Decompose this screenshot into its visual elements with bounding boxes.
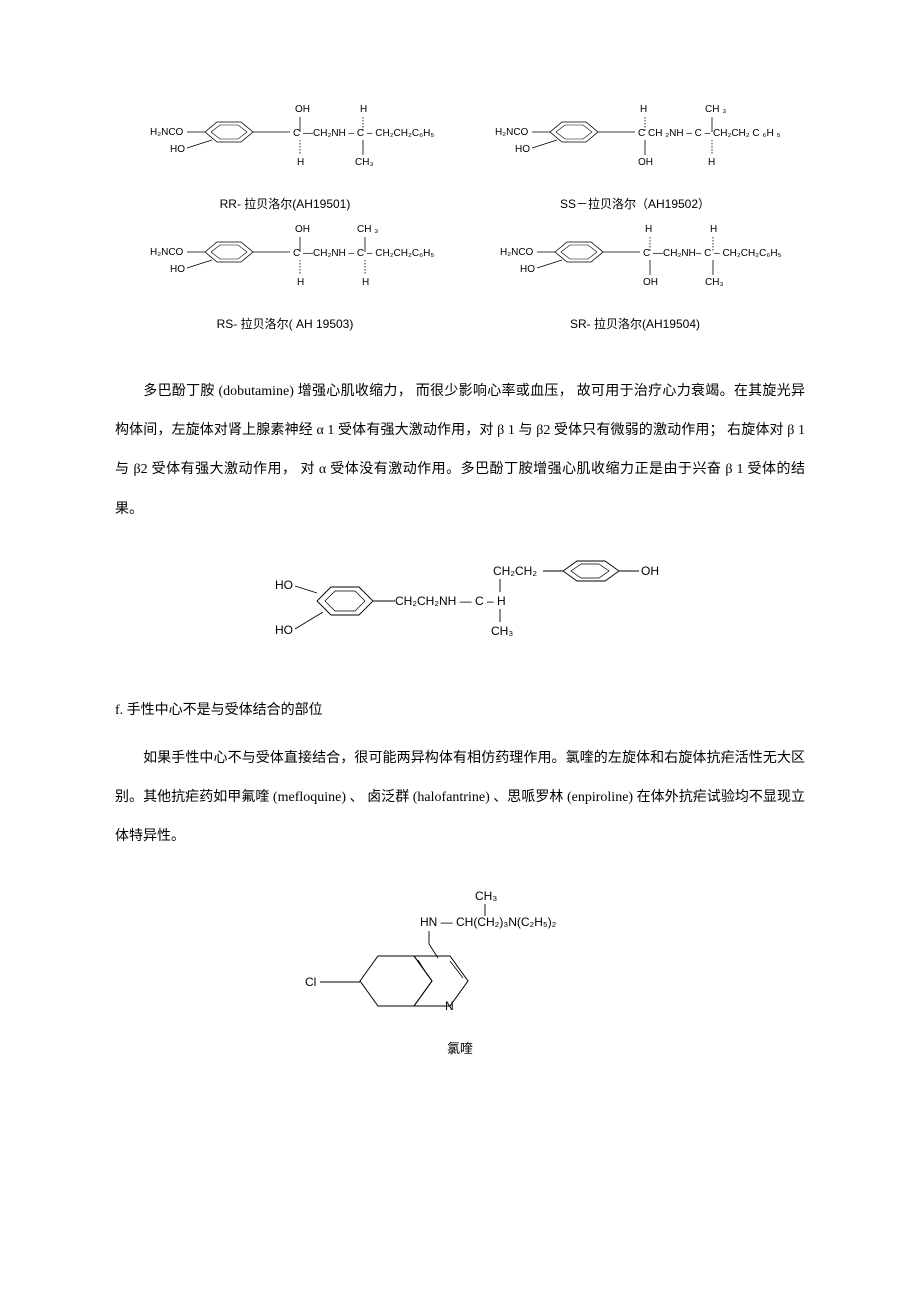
page-content: OH H H₂NCO C —CH₂NH – C – CH₂CH₂C₆H₅ HO … <box>0 0 920 1117</box>
svg-text:H₂NCO: H₂NCO <box>495 127 529 138</box>
svg-text:H: H <box>640 104 647 115</box>
svg-text:OH: OH <box>638 157 653 168</box>
svg-text:C CH ₂NH – C – CH₂CH₂ C ₆H: C CH ₂NH – C – CH₂CH₂ C ₆H ₅ <box>638 128 781 139</box>
svg-text:N: N <box>445 999 454 1013</box>
svg-text:HO: HO <box>520 264 535 275</box>
isomer-rs-structure: OH CH ₃ H₂NCO C —CH₂NH – C – CH₂CH₂C₆H₅ … <box>135 220 435 305</box>
svg-text:HN — CH(CH₂)₃N(C₂H₅)₂: HN — CH(CH₂)₃N(C₂H₅)₂ <box>420 915 557 929</box>
isomer-sr-structure: H H H₂NCO C —CH₂NH– C – CH₂CH₂C₆H₅ HO OH… <box>485 220 785 305</box>
svg-text:HO: HO <box>170 264 185 275</box>
isomer-sr: H H H₂NCO C —CH₂NH– C – CH₂CH₂C₆H₅ HO OH… <box>465 220 805 332</box>
isomer-rr-label: RR- 拉贝洛尔(AH19501) <box>220 195 351 212</box>
svg-text:C —CH₂NH – C – CH₂CH₂C₆H₅: C —CH₂NH – C – CH₂CH₂C₆H₅ <box>293 248 434 259</box>
chloroquine-label: 氯喹 <box>447 1038 473 1057</box>
svg-text:OH: OH <box>295 104 310 115</box>
isomer-ss: H CH ₃ H₂NCO C CH ₂NH – C – CH₂CH₂ C ₆H … <box>465 100 805 212</box>
svg-text:H₂NCO: H₂NCO <box>150 247 184 258</box>
isomer-rs: OH CH ₃ H₂NCO C —CH₂NH – C – CH₂CH₂C₆H₅ … <box>115 220 455 332</box>
svg-text:C —CH₂NH – C – CH₂CH₂C₆H₅: C —CH₂NH – C – CH₂CH₂C₆H₅ <box>293 128 434 139</box>
svg-text:CH ₃: CH ₃ <box>357 224 378 235</box>
svg-text:H: H <box>297 157 304 168</box>
chloroquine-paragraph: 如果手性中心不与受体直接结合，很可能两异构体有相仿药理作用。氯喹的左旋体和右旋体… <box>115 739 805 857</box>
svg-text:CH₃: CH₃ <box>475 889 497 903</box>
dobutamine-paragraph: 多巴酚丁胺 (dobutamine) 增强心肌收缩力， 而很少影响心率或血压， … <box>115 372 805 529</box>
svg-text:H₂NCO: H₂NCO <box>150 127 184 138</box>
svg-text:OH: OH <box>641 564 659 578</box>
labetalol-isomers-grid: OH H H₂NCO C —CH₂NH – C – CH₂CH₂C₆H₅ HO … <box>115 100 805 332</box>
isomer-ss-structure: H CH ₃ H₂NCO C CH ₂NH – C – CH₂CH₂ C ₆H … <box>480 100 790 185</box>
chloroquine-structure: CH₃ HN — CH(CH₂)₃N(C₂H₅)₂ N Cl <box>290 886 630 1026</box>
svg-text:HO: HO <box>515 144 530 155</box>
isomer-ss-label: SS－拉贝洛尔（AH19502） <box>560 195 710 212</box>
svg-text:CH ₃: CH ₃ <box>705 104 726 115</box>
svg-text:HO: HO <box>275 623 293 637</box>
svg-text:OH: OH <box>295 224 310 235</box>
svg-text:H: H <box>708 157 715 168</box>
svg-text:CH₃: CH₃ <box>705 277 724 288</box>
svg-text:Cl: Cl <box>305 975 316 989</box>
svg-text:CH₃: CH₃ <box>491 624 513 638</box>
isomer-sr-label: SR- 拉贝洛尔(AH19504) <box>570 315 700 332</box>
svg-text:H₂NCO: H₂NCO <box>500 247 534 258</box>
dobutamine-structure: HO HO CH₂CH₂NH — C – H CH₂CH₂ OH CH₃ <box>245 559 675 659</box>
svg-text:H: H <box>710 224 717 235</box>
svg-text:OH: OH <box>643 277 658 288</box>
section-f-heading: f. 手性中心不是与受体结合的部位 <box>115 699 805 719</box>
para2-text: 如果手性中心不与受体直接结合，很可能两异构体有相仿药理作用。氯喹的左旋体和右旋体… <box>115 751 805 844</box>
svg-text:H: H <box>297 277 304 288</box>
isomer-rr-structure: OH H H₂NCO C —CH₂NH – C – CH₂CH₂C₆H₅ HO … <box>135 100 435 185</box>
svg-text:CH₃: CH₃ <box>355 157 374 168</box>
dobutamine-structure-wrap: HO HO CH₂CH₂NH — C – H CH₂CH₂ OH CH₃ <box>115 559 805 659</box>
para1-text: 多巴酚丁胺 (dobutamine) 增强心肌收缩力， 而很少影响心率或血压， … <box>115 384 805 517</box>
svg-text:H: H <box>360 104 367 115</box>
isomer-rs-label: RS- 拉贝洛尔( AH 19503) <box>217 315 354 332</box>
svg-text:HO: HO <box>170 144 185 155</box>
svg-text:CH₂CH₂: CH₂CH₂ <box>493 564 537 578</box>
svg-text:C —CH₂NH– C – CH₂CH₂C₆H₅: C —CH₂NH– C – CH₂CH₂C₆H₅ <box>643 248 782 259</box>
svg-text:HO: HO <box>275 578 293 592</box>
svg-text:CH₂CH₂NH — C – H: CH₂CH₂NH — C – H <box>395 594 506 608</box>
isomer-rr: OH H H₂NCO C —CH₂NH – C – CH₂CH₂C₆H₅ HO … <box>115 100 455 212</box>
svg-text:H: H <box>645 224 652 235</box>
chloroquine-structure-wrap: CH₃ HN — CH(CH₂)₃N(C₂H₅)₂ N Cl 氯喹 <box>115 886 805 1057</box>
svg-text:H: H <box>362 277 369 288</box>
